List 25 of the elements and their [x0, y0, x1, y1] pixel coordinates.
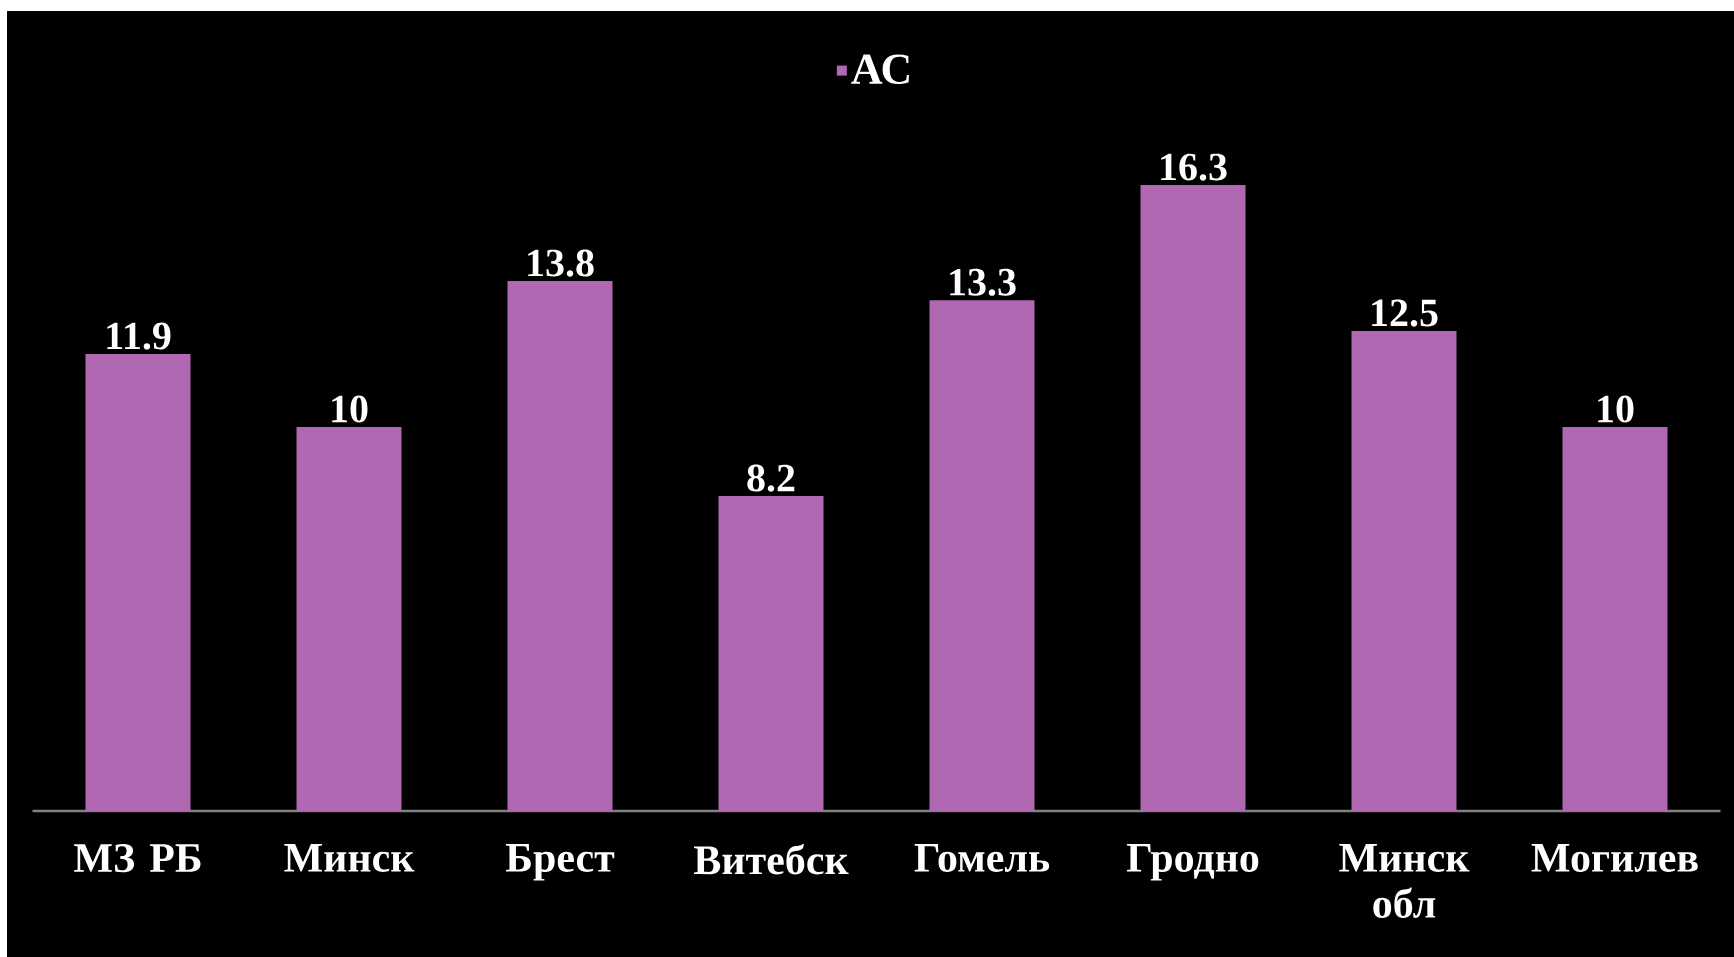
x-tick-label: Минск	[284, 844, 415, 872]
bar	[1351, 330, 1457, 811]
x-tick-label: Могилев	[1531, 844, 1698, 872]
x-tick-label: Минск обл	[1339, 844, 1470, 918]
x-tick-label: Витебск	[694, 844, 849, 875]
bar	[1140, 185, 1246, 811]
bar	[507, 281, 613, 811]
bar	[296, 426, 402, 811]
x-tick-label: МЗ РБ	[74, 844, 201, 873]
data-label: 13.8	[528, 249, 594, 277]
data-label: 8.2	[747, 464, 795, 492]
data-label: 10	[1598, 395, 1634, 423]
bar	[1562, 426, 1668, 811]
bar	[718, 496, 824, 811]
data-label: 10	[332, 395, 368, 423]
legend-label: АС	[851, 54, 909, 85]
x-tick-label: Гродно	[1126, 844, 1259, 881]
data-label: 13.3	[950, 268, 1016, 296]
x-tick-label: Гомель	[914, 844, 1050, 872]
x-tick-label: Брест	[505, 844, 615, 881]
data-label: 11.9	[107, 322, 171, 350]
data-label: 16.3	[1161, 153, 1227, 181]
bar	[85, 354, 191, 811]
data-label: 12.5	[1372, 299, 1438, 327]
bar	[929, 300, 1035, 811]
